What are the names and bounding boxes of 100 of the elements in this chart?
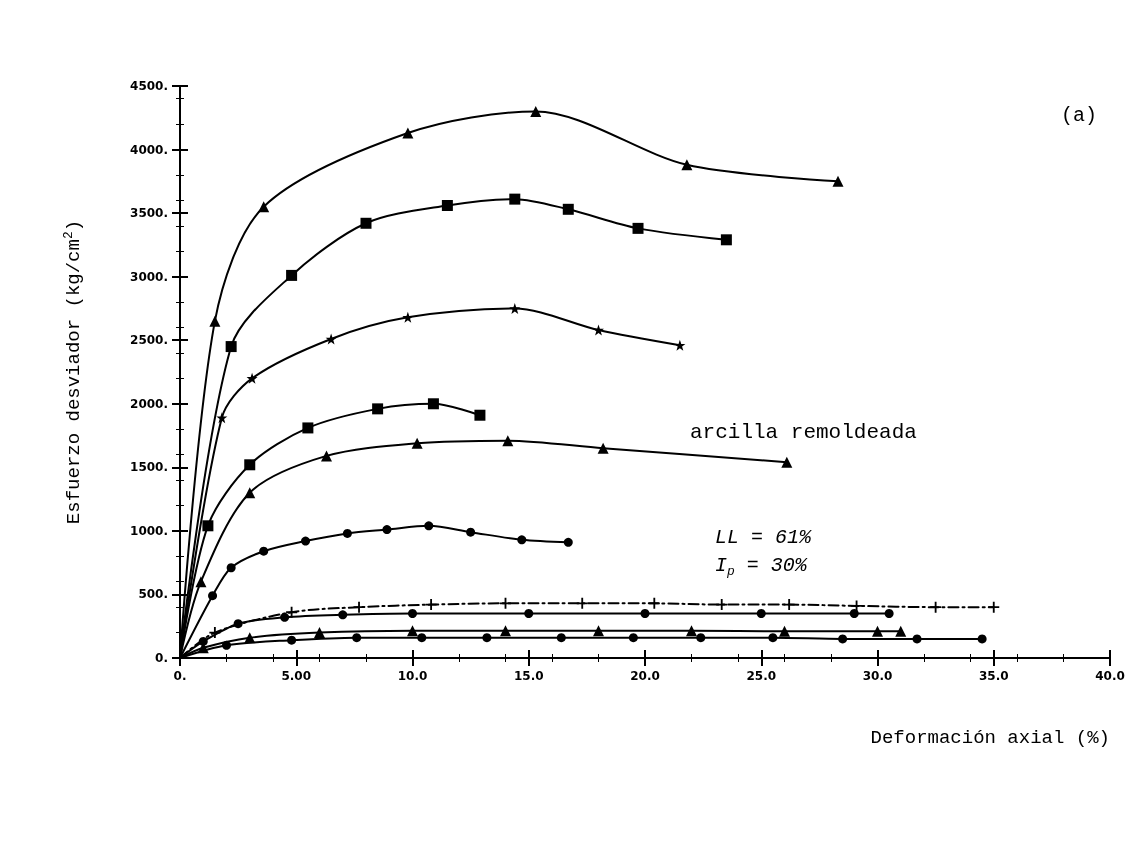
- point: [509, 193, 521, 205]
- point: [352, 633, 362, 643]
- point: [838, 634, 848, 644]
- annotation: (a): [1060, 103, 1098, 127]
- point: [372, 403, 384, 415]
- y-tick-label: 500.: [138, 587, 168, 602]
- point: [280, 612, 290, 622]
- point: [195, 576, 207, 588]
- point: [466, 527, 476, 537]
- point: [509, 302, 521, 314]
- point: [244, 459, 256, 471]
- point: [930, 601, 942, 613]
- point: [246, 372, 258, 384]
- point: [696, 633, 706, 643]
- point: [474, 409, 486, 421]
- point: [593, 625, 604, 637]
- point: [441, 199, 453, 211]
- point: [342, 528, 352, 538]
- point: [198, 636, 208, 646]
- y-tick-label: 2500.: [130, 333, 168, 348]
- point: [756, 609, 766, 619]
- point: [259, 546, 269, 556]
- point: [427, 398, 439, 410]
- point: [286, 269, 298, 281]
- y-axis-title: Esfuerzo desviador (kg/cm2): [61, 219, 85, 525]
- y-tick-label: 1000.: [130, 523, 168, 538]
- x-tick-label: 20.0: [630, 669, 660, 683]
- point: [244, 632, 256, 644]
- point: [216, 412, 228, 424]
- point: [360, 217, 372, 229]
- y-tick-label: 2000.: [130, 396, 168, 411]
- point: [720, 234, 732, 246]
- point: [301, 536, 311, 546]
- point: [320, 450, 332, 462]
- x-tick-label: 35.0: [978, 669, 1009, 683]
- x-tick-label: 40.0: [1095, 669, 1125, 683]
- point: [411, 437, 423, 449]
- y-tick-label: 1500.: [130, 460, 168, 475]
- point: [517, 535, 527, 545]
- point: [768, 633, 778, 643]
- y-tick-label: 4500.: [130, 79, 168, 93]
- point: [482, 633, 492, 643]
- point: [686, 625, 697, 637]
- point: [338, 610, 348, 620]
- point: [425, 599, 437, 611]
- point: [640, 609, 650, 619]
- point: [208, 591, 218, 601]
- point: [895, 625, 907, 637]
- x-tick-label: 0.: [173, 669, 187, 683]
- point: [417, 633, 427, 643]
- x-axis-title: Deformación axial (%): [870, 726, 1110, 749]
- point: [628, 633, 638, 643]
- x-tick-label: 25.0: [746, 669, 777, 683]
- point: [314, 627, 325, 639]
- point: [286, 606, 298, 618]
- point: [576, 597, 588, 609]
- point: [681, 159, 693, 171]
- point: [287, 635, 297, 645]
- point: [500, 625, 511, 637]
- point: [632, 222, 644, 234]
- point: [244, 487, 256, 499]
- point: [209, 315, 221, 327]
- point: [849, 609, 859, 619]
- x-tick-label: 30.0: [862, 669, 893, 683]
- point: [424, 521, 434, 531]
- point: [783, 599, 795, 611]
- y-tick-label: 3500.: [130, 206, 168, 221]
- point: [233, 619, 243, 629]
- point: [884, 609, 894, 619]
- point: [779, 625, 790, 637]
- point: [524, 609, 534, 619]
- point: [226, 563, 236, 573]
- point: [502, 435, 514, 447]
- point: [407, 625, 418, 637]
- point: [781, 456, 793, 468]
- point: [832, 175, 844, 187]
- point: [872, 625, 883, 637]
- point: [912, 634, 922, 644]
- annotation: LL = 61%: [715, 525, 813, 549]
- y-tick-label: 4000.: [130, 142, 168, 157]
- point: [562, 203, 574, 215]
- point: [648, 597, 660, 609]
- annotation: arcilla remoldeada: [690, 421, 917, 444]
- point: [258, 201, 270, 213]
- point: [202, 520, 214, 532]
- point: [988, 601, 1000, 613]
- point: [977, 634, 987, 644]
- point: [556, 633, 566, 643]
- point: [225, 341, 237, 353]
- point: [353, 601, 365, 613]
- point: [222, 640, 231, 650]
- point: [382, 525, 392, 535]
- point: [302, 422, 314, 434]
- point: [408, 609, 417, 619]
- x-tick-label: 5.00: [281, 669, 312, 683]
- point: [563, 537, 573, 547]
- point: [530, 105, 542, 117]
- y-tick-label: 0.: [155, 651, 168, 665]
- point: [402, 127, 414, 139]
- point: [597, 442, 609, 454]
